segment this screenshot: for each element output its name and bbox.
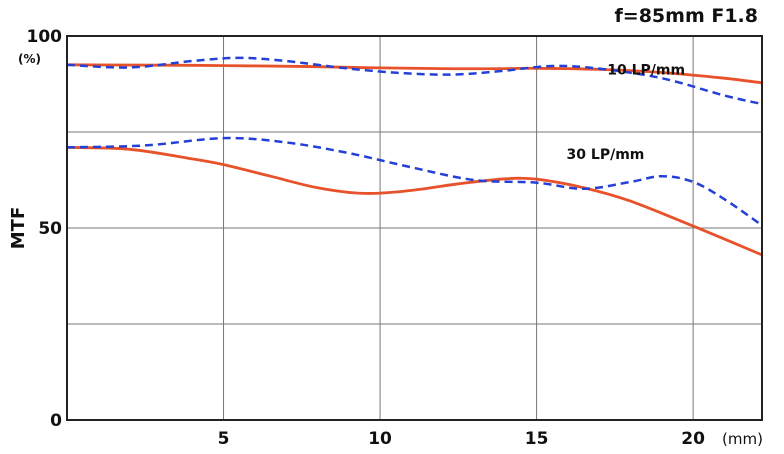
dashed-curve-30lp (66, 136, 763, 227)
axis-ticks: 5 10 15 20 0 50 100 (27, 27, 706, 449)
solid-curve-10lp (66, 63, 763, 85)
curve-annotation: 10 LP/mm (607, 62, 685, 78)
mtf-curves (66, 56, 763, 257)
y-axis-unit: (%) (18, 52, 41, 66)
grid-lines (67, 36, 762, 420)
y-tick-label: 0 (50, 411, 62, 431)
plot-frame (66, 35, 763, 421)
x-tick-label: 10 (368, 429, 392, 449)
dashed-curve-10lp (66, 56, 763, 106)
y-axis-label: MTF (8, 207, 29, 250)
x-tick-label: 20 (681, 429, 705, 449)
curve-annotations: 10 LP/mm 30 LP/mm (567, 62, 686, 162)
chart-title: f=85mm F1.8 (615, 5, 758, 27)
x-tick-label: 5 (218, 429, 230, 449)
y-tick-label: 100 (27, 27, 63, 47)
x-tick-label: 15 (525, 429, 549, 449)
y-tick-label: 50 (38, 219, 62, 239)
x-axis-unit: (mm) (722, 430, 763, 448)
curve-annotation: 30 LP/mm (567, 147, 645, 163)
solid-curve-30lp (66, 146, 763, 257)
